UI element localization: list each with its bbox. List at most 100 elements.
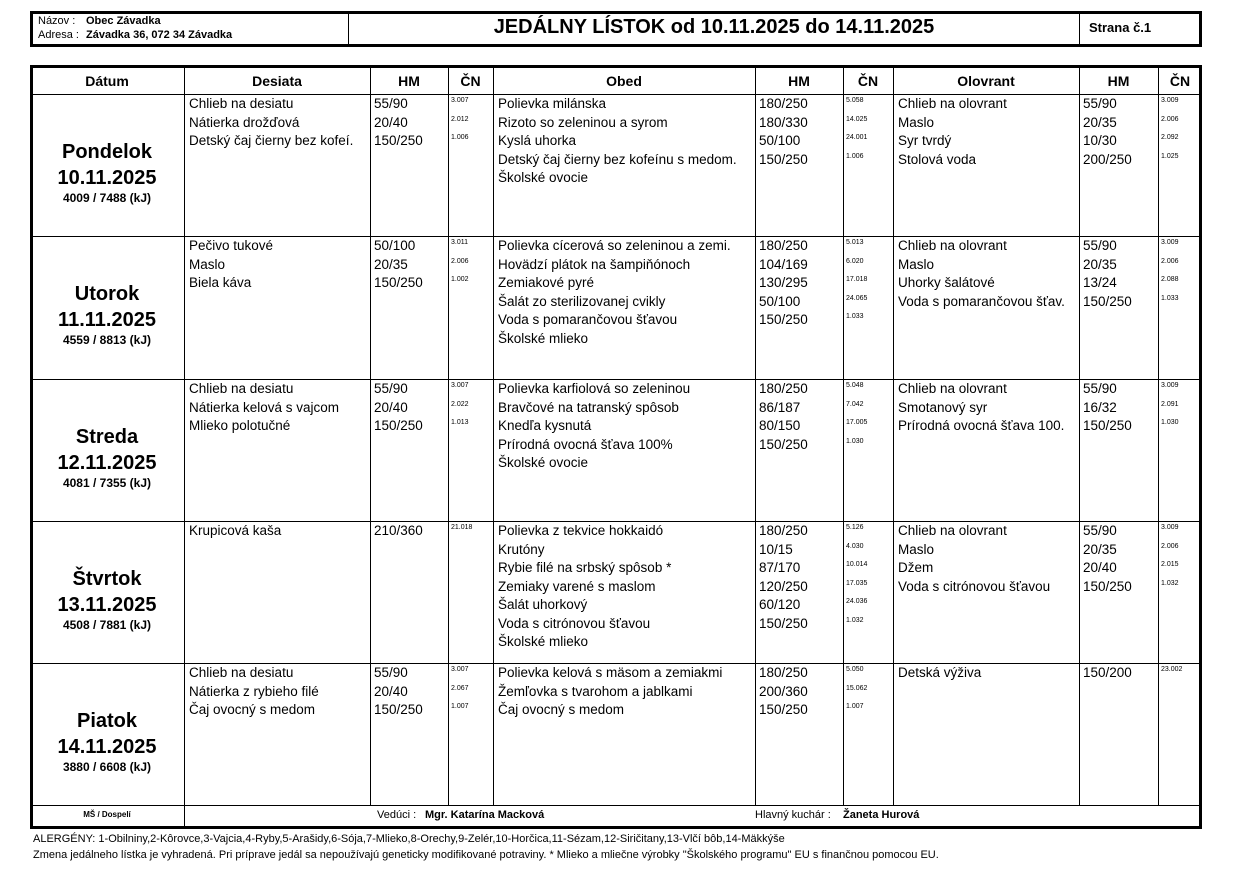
item-code: 3.009	[1161, 382, 1179, 389]
item-code: 2.006	[1161, 542, 1179, 550]
address: Závadka 36, 072 34 Závadka	[86, 29, 233, 41]
name-label: Názov :	[38, 15, 76, 27]
item-code: 2.006	[1161, 257, 1179, 265]
energy: 4081 / 7355 (kJ)	[62, 476, 152, 490]
item-name: Nátierka z rybieho filé	[189, 683, 319, 699]
item-code: 24.036	[846, 598, 868, 605]
column-header: Obed	[606, 73, 642, 89]
item-name: Uhorky šalátové	[898, 275, 995, 290]
item-code: 2.022	[451, 400, 469, 408]
item-weight: 50/100	[374, 238, 416, 253]
item-weight: 180/250	[759, 381, 808, 396]
item-code: 2.067	[451, 684, 469, 692]
row-line	[32, 379, 1200, 380]
item-weight: 10/15	[759, 541, 793, 557]
item-weight: 120/250	[759, 578, 808, 594]
item-code: 5.048	[846, 382, 864, 389]
item-code: 3.011	[451, 239, 468, 246]
column-line	[448, 67, 449, 805]
item-name: Školské ovocie	[498, 455, 589, 470]
row-line	[32, 663, 1200, 664]
column-header: Dátum	[85, 73, 129, 89]
item-name: Mlieko polotučné	[189, 418, 291, 433]
item-code: 2.006	[451, 257, 469, 265]
item-name: Džem	[898, 560, 934, 575]
item-name: Chlieb na desiatu	[189, 96, 294, 111]
item-weight: 150/200	[1083, 665, 1132, 680]
item-code: 1.013	[451, 419, 469, 426]
date: 10.11.2025	[57, 167, 157, 189]
item-name: Chlieb na olovrant	[898, 523, 1007, 538]
item-code: 1.006	[846, 152, 864, 160]
date: 13.11.2025	[57, 594, 157, 616]
item-code: 6.020	[846, 257, 864, 265]
item-code: 23.002	[1161, 666, 1183, 673]
item-weight: 50/100	[759, 133, 801, 148]
item-name: Polievka kelová s mäsom a zemiakmi	[498, 665, 723, 680]
item-weight: 150/250	[1083, 418, 1132, 433]
group: MŠ / Dospelí	[83, 810, 131, 819]
column-line	[493, 67, 494, 805]
item-weight: 150/250	[1083, 293, 1132, 309]
item-weight: 150/250	[374, 133, 423, 148]
item-name: Školské mlieko	[498, 330, 589, 346]
item-weight: 13/24	[1083, 275, 1117, 290]
item-weight: 150/250	[759, 312, 808, 327]
energy: 4508 / 7881 (kJ)	[62, 618, 152, 632]
item-code: 1.033	[1161, 294, 1179, 302]
item-code: 5.050	[846, 666, 864, 673]
item-weight: 50/100	[759, 293, 801, 309]
item-code: 2.015	[1161, 561, 1179, 568]
item-name: Krupicová kaša	[189, 523, 282, 538]
item-code: 3.007	[451, 666, 469, 673]
item-name: Voda s pomarančovou šťavou	[498, 312, 678, 327]
header-box	[30, 11, 1202, 47]
item-name: Nátierka kelová s vajcom	[189, 399, 340, 415]
item-name: Detský čaj čierny bez kofeí.	[189, 133, 354, 148]
row-line	[32, 94, 1200, 95]
item-code: 1.007	[451, 703, 469, 710]
item-weight: 180/330	[759, 114, 808, 130]
energy: 4009 / 7488 (kJ)	[62, 191, 152, 205]
column-header: ČN	[460, 73, 481, 89]
item-weight: 150/250	[1083, 578, 1132, 594]
item-weight: 150/250	[374, 702, 423, 717]
item-code: 2.091	[1161, 400, 1179, 408]
day-name: Utorok	[74, 283, 140, 305]
item-name: Rizoto so zeleninou a syrom	[498, 114, 668, 130]
item-code: 10.014	[846, 561, 868, 568]
item-code: 15.062	[846, 684, 868, 692]
item-name: Zemiakové pyré	[498, 275, 595, 290]
item-weight: 180/250	[759, 665, 808, 680]
item-weight: 55/90	[374, 381, 408, 396]
item-name: Maslo	[898, 256, 935, 272]
item-code: 1.030	[1161, 419, 1179, 426]
cook-label: Hlavný kuchár :	[755, 809, 831, 821]
day-name: Piatok	[76, 710, 138, 732]
item-weight: 180/250	[759, 96, 808, 111]
item-weight: 55/90	[1083, 523, 1117, 538]
column-header: ČN	[857, 73, 879, 89]
column-header: Olovrant	[957, 73, 1015, 89]
energy: 3880 / 6608 (kJ)	[62, 760, 152, 774]
item-code: 3.007	[451, 97, 469, 104]
item-weight: 210/360	[374, 523, 423, 538]
disclaimer: Zmena jedálneho lístka je vyhradená. Pri…	[33, 849, 939, 861]
item-weight: 87/170	[759, 560, 801, 575]
item-name: Voda s citrónovou šťavou	[498, 615, 651, 631]
item-name: Voda s citrónovou šťavou	[898, 578, 1051, 594]
energy: 4559 / 8813 (kJ)	[62, 333, 152, 347]
item-code: 1.025	[1161, 152, 1179, 160]
item-name: Čaj ovocný s medom	[498, 702, 625, 717]
item-weight: 55/90	[1083, 96, 1117, 111]
item-weight: 150/250	[759, 702, 808, 717]
column-line	[370, 67, 371, 805]
item-weight: 20/35	[1083, 114, 1117, 130]
item-code: 1.030	[846, 437, 864, 445]
item-name: Hovädzí plátok na šampiňónoch	[498, 256, 691, 272]
item-name: Prírodná ovocná šťava 100%	[498, 436, 673, 452]
item-code: 2.088	[1161, 276, 1179, 283]
item-weight: 20/35	[374, 256, 408, 272]
item-name: Šalát uhorkový	[498, 597, 588, 612]
item-weight: 55/90	[374, 665, 408, 680]
